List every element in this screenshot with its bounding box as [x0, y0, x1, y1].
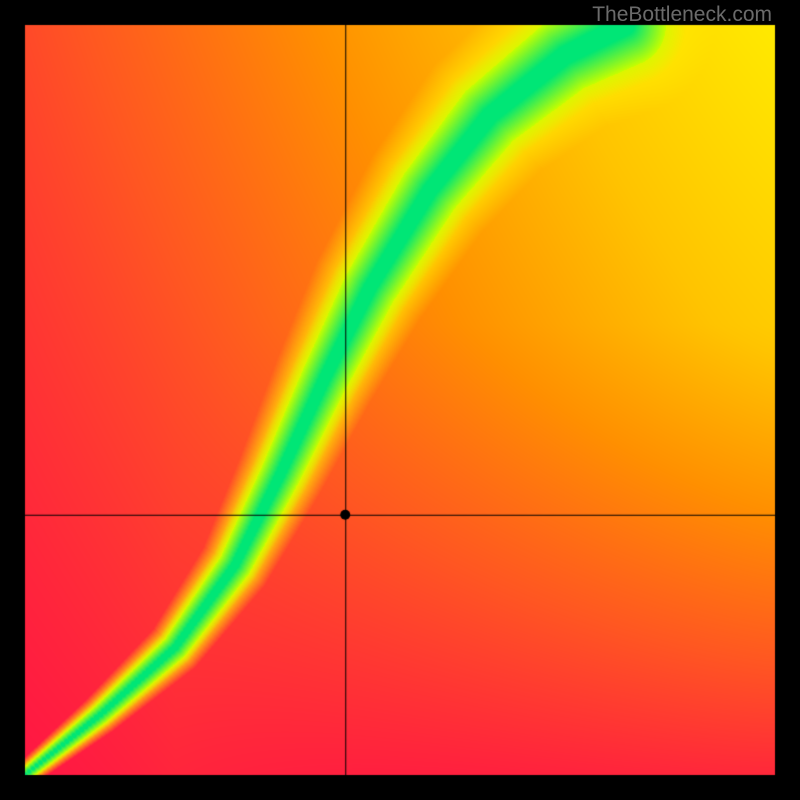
heatmap-canvas — [0, 0, 800, 800]
chart-container: TheBottleneck.com — [0, 0, 800, 800]
watermark-text: TheBottleneck.com — [592, 3, 772, 27]
